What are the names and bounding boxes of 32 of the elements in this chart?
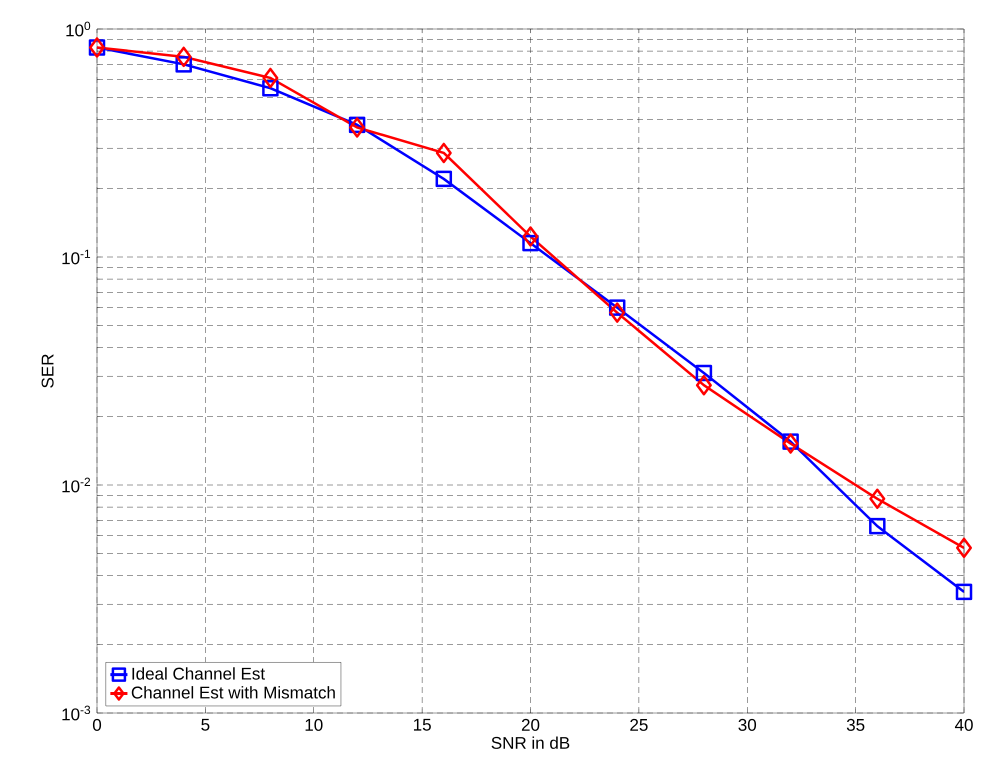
point	[175, 56, 192, 73]
point	[262, 68, 278, 88]
x-tick-label: 0	[92, 718, 102, 731]
y-tick-label: 10$^{0}$	[66, 22, 90, 36]
y-tick-label: 10$^{-2}$	[62, 478, 90, 492]
x-tick-label: 35	[846, 718, 864, 731]
y-axis-title: SER	[42, 354, 54, 388]
x-axis-title: SNR in dB	[492, 736, 570, 749]
point	[609, 302, 626, 323]
point	[956, 584, 972, 600]
point	[349, 117, 366, 138]
point	[696, 374, 712, 396]
legend-label: Ideal Channel Est	[132, 667, 265, 680]
x-tick-label: 40	[954, 718, 973, 731]
point	[782, 433, 799, 454]
point	[176, 46, 192, 68]
x-tick-label: 15	[414, 718, 431, 731]
legend-label: Channel Est with Mismatch	[132, 686, 335, 699]
x-tick-label: 5	[201, 718, 210, 731]
point	[869, 518, 886, 534]
point	[956, 538, 972, 558]
x-tick-label: 30	[738, 718, 756, 731]
x-tick-label: 25	[630, 718, 648, 731]
point	[436, 170, 452, 188]
point	[436, 142, 452, 164]
y-tick-label: 10$^{-3}$	[62, 706, 90, 720]
point	[869, 488, 886, 510]
y-tick-label: 10$^{-1}$	[62, 250, 90, 264]
x-tick-label: 20	[522, 718, 540, 731]
point	[522, 226, 539, 247]
point	[262, 80, 279, 96]
x-tick-label: 10	[306, 718, 323, 731]
